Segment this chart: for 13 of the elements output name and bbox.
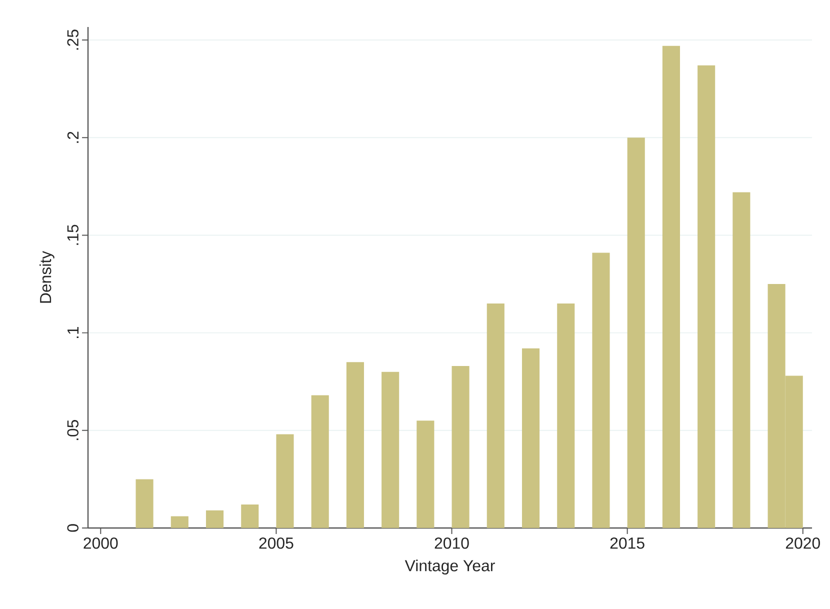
x-tick-label: 2010 [434, 538, 469, 549]
y-tick-label: .2 [67, 132, 79, 143]
x-axis-title: Vintage Year [404, 560, 495, 574]
y-tick-label: .05 [67, 420, 79, 440]
x-tick-label: 2000 [84, 538, 118, 549]
y-tick-label: .1 [68, 326, 79, 338]
y-axis-title: Density [40, 250, 54, 303]
x-tick-label: 2015 [610, 538, 644, 549]
y-tick-label: 0 [67, 524, 79, 532]
y-tick-label: .15 [67, 224, 79, 245]
x-tick-label: 2005 [259, 538, 294, 549]
y-tick-label: .25 [67, 30, 79, 50]
x-tick-label: 2020 [786, 538, 820, 549]
